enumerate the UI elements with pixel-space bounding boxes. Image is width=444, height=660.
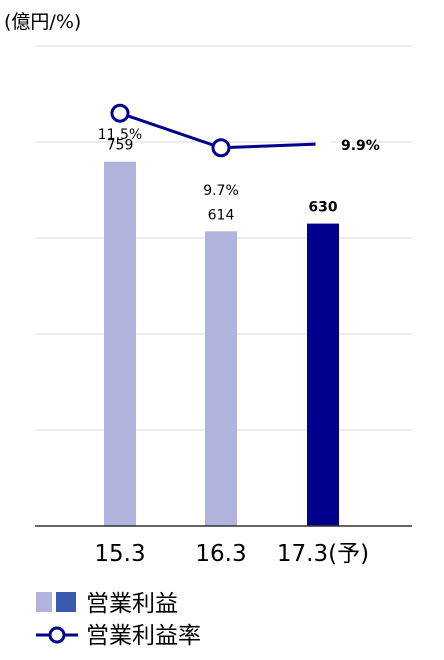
legend-swatch-bar-dark bbox=[56, 592, 76, 612]
bar-0 bbox=[104, 161, 136, 526]
rate-value-label: 9.7% bbox=[203, 183, 239, 199]
rate-value-label: 9.9% bbox=[341, 138, 380, 154]
legend-item-bar: 営業利益 bbox=[36, 591, 178, 617]
x-tick-labels: 15.3 16.3 17.3(予) bbox=[94, 541, 369, 567]
x-tick-label: 16.3 bbox=[195, 541, 246, 567]
bars bbox=[104, 161, 339, 526]
bar-2 bbox=[307, 223, 339, 526]
bar-value-label: 630 bbox=[308, 200, 337, 216]
x-tick-label: 15.3 bbox=[94, 541, 145, 567]
rate-marker-0 bbox=[110, 103, 130, 123]
legend-label-line: 営業利益率 bbox=[86, 623, 201, 649]
legend-item-line: 営業利益率 bbox=[36, 623, 201, 649]
legend-swatch-marker bbox=[48, 626, 66, 644]
rate-marker-2 bbox=[315, 136, 331, 152]
unit-label: (億円/%) bbox=[4, 11, 81, 33]
x-tick-label: 17.3(予) bbox=[277, 541, 369, 567]
legend-label-bar: 営業利益 bbox=[86, 591, 178, 617]
bar-1 bbox=[205, 231, 237, 526]
rate-marker-1 bbox=[211, 138, 231, 158]
legend-swatch-bar-light bbox=[36, 592, 52, 612]
legend: 営業利益 営業利益率 bbox=[36, 591, 201, 649]
bar-value-label: 759 bbox=[107, 138, 134, 154]
rate-value-label: 11.5% bbox=[98, 127, 142, 143]
data-labels: 759 614 630 11.5% 9.7% 9.9% bbox=[98, 127, 380, 223]
bar-value-label: 614 bbox=[208, 207, 235, 223]
rate-line bbox=[110, 103, 331, 158]
